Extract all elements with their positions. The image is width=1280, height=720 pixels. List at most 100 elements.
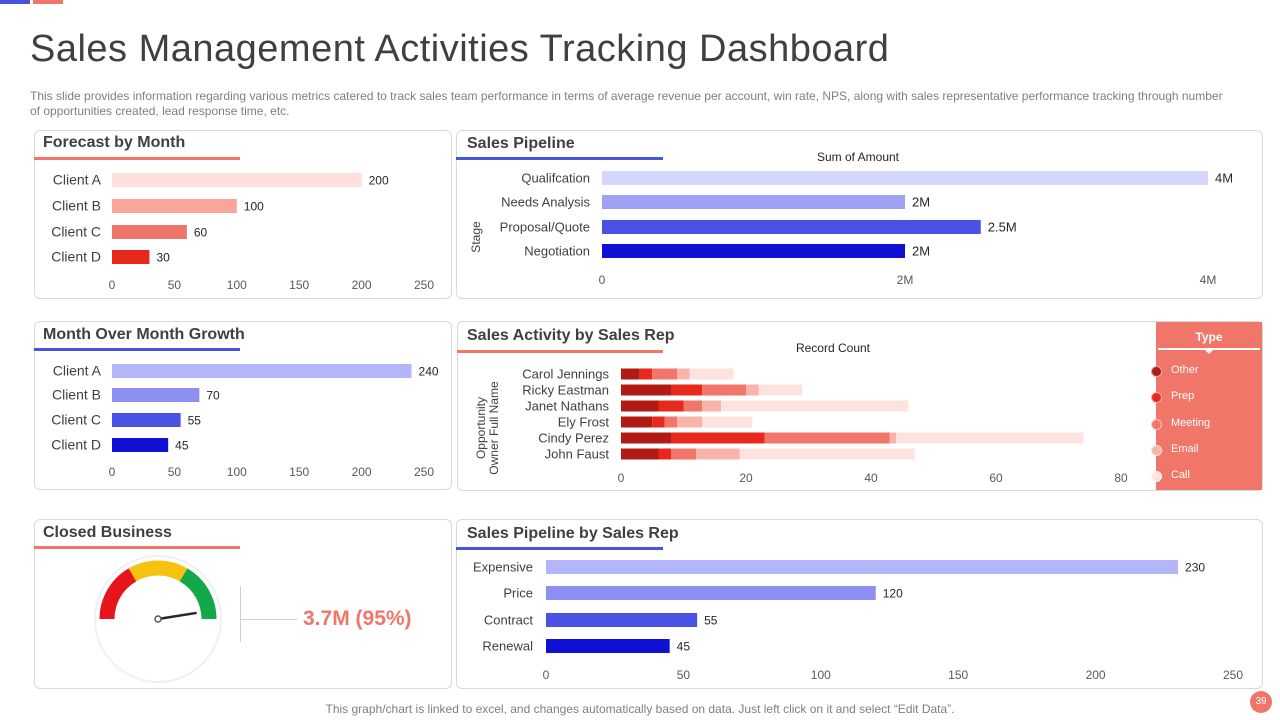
- activity-bar-segment-email: [677, 416, 703, 428]
- closed-business-title: Closed Business: [43, 524, 172, 541]
- gauge-segment: [179, 568, 217, 620]
- pipeline-chart: Qualifcation 4M Needs Analysis 2M Proposal/Q…: [469, 150, 1233, 287]
- forecast-category-label: Client D: [51, 249, 101, 265]
- pipeline-bar: [602, 220, 981, 234]
- pipeline-title: Sales Pipeline: [467, 135, 575, 152]
- activity-bar-segment-other: [621, 416, 653, 428]
- footer-note: This graph/chart is linked to excel, and…: [325, 702, 955, 716]
- mom-tick-label: 100: [227, 465, 247, 479]
- forecast-bar: [112, 173, 362, 187]
- forecast-value-label: 100: [244, 200, 264, 214]
- pipeline_rep-tick-label: 250: [1223, 668, 1243, 682]
- activity-bar-segment-meeting: [764, 432, 890, 444]
- forecast-category-label: Client B: [52, 198, 101, 214]
- activity-axis-title: OpportunityOwner Full Name: [474, 381, 501, 475]
- activity-bar-segment-prep: [658, 448, 671, 460]
- legend-dot-icon: [1151, 471, 1162, 482]
- mom-category-label: Client A: [53, 363, 102, 379]
- forecast-panel: [34, 130, 452, 299]
- pipeline-value-label: 2.5M: [988, 220, 1017, 235]
- mom-value-label: 70: [206, 389, 220, 403]
- mom-category-label: Client C: [51, 412, 101, 428]
- top-accent-red: [33, 0, 63, 4]
- mom-bar: [112, 413, 181, 427]
- pipeline-category-label: Qualifcation: [521, 171, 590, 186]
- activity-tick-label: 60: [989, 471, 1003, 485]
- forecast-chart: Client A 200 Client B 100 Client C 60 Client D…: [51, 172, 434, 293]
- activity-bar-segment-call: [721, 400, 909, 412]
- pipeline-tick-label: 2M: [897, 273, 914, 287]
- activity-bar-segment-other: [621, 448, 659, 460]
- forecast-bar: [112, 250, 150, 264]
- pipeline_rep-category-label: Expensive: [473, 560, 533, 575]
- activity-bar-segment-meeting: [683, 400, 703, 412]
- activity-tick-label: 40: [864, 471, 878, 485]
- pipeline_rep-bar: [546, 560, 1179, 574]
- activity-bar-segment-meeting: [664, 416, 678, 428]
- activity-bar-segment-call: [758, 384, 803, 396]
- pipeline-value-label: 2M: [912, 244, 930, 259]
- pipeline-axis-title: Stage: [469, 221, 483, 253]
- legend-dot-icon: [1151, 445, 1162, 456]
- legend-label: Call: [1171, 469, 1190, 481]
- activity-category-label: Ely Frost: [558, 415, 610, 430]
- activity-bar-segment-email: [702, 400, 721, 412]
- activity-legend: Type Other Prep Meeting Email Call: [1151, 322, 1262, 490]
- legend-label: Prep: [1171, 390, 1195, 402]
- mom-value-label: 55: [188, 414, 202, 428]
- activity-bar-segment-prep: [671, 384, 703, 396]
- page-title: Sales Management Activities Tracking Das…: [30, 28, 890, 70]
- pipeline-value-label: 2M: [912, 195, 930, 210]
- activity-bar-segment-other: [621, 400, 659, 412]
- forecast-bar: [112, 199, 237, 213]
- legend-dot-icon: [1151, 392, 1162, 403]
- forecast-tick-label: 200: [352, 278, 372, 292]
- activity-bar-segment-email: [677, 368, 690, 380]
- forecast-tick-label: 100: [227, 278, 247, 292]
- pipeline_rep-bar: [546, 586, 876, 600]
- closed-business-gauge: [94, 555, 222, 683]
- mom-bar: [112, 364, 412, 378]
- pipeline-bar: [602, 195, 905, 209]
- top-accent-blue: [0, 0, 30, 4]
- mom-tick-label: 200: [352, 465, 372, 479]
- forecast-tick-label: 50: [168, 278, 182, 292]
- pipeline_rep-value-label: 55: [704, 614, 718, 628]
- pipeline_rep-bar: [546, 639, 670, 653]
- activity-underline: [457, 350, 663, 353]
- forecast-value-label: 60: [194, 226, 208, 240]
- gauge-segment: [99, 568, 137, 620]
- pipeline-rep-chart: Expensive 230 Price 120 Contract 55 Renewal 45 0…: [473, 560, 1243, 683]
- activity-bar-segment-call: [702, 416, 753, 428]
- pipeline_rep-tick-label: 200: [1086, 668, 1106, 682]
- activity-chart-title: Record Count: [796, 341, 871, 355]
- activity-category-label: Ricky Eastman: [522, 383, 609, 398]
- activity-bar-segment-prep: [658, 400, 684, 412]
- activity-bar-segment-meeting: [652, 368, 678, 380]
- gauge-hub: [154, 615, 162, 623]
- pipeline_rep-tick-label: 100: [811, 668, 831, 682]
- mom-category-label: Client D: [51, 437, 101, 453]
- activity-bar-segment-other: [621, 432, 671, 444]
- pipeline_rep-category-label: Renewal: [482, 639, 533, 654]
- activity-bar-segment-email: [889, 432, 896, 444]
- forecast-title: Forecast by Month: [43, 134, 186, 151]
- activity-category-label: Janet Nathans: [525, 399, 609, 414]
- mom-tick-label: 250: [414, 465, 434, 479]
- pipeline_rep-value-label: 45: [677, 640, 691, 654]
- activity-category-label: Cindy Perez: [538, 431, 609, 446]
- activity-bar-segment-call: [739, 448, 915, 460]
- mom-value-label: 45: [175, 439, 189, 453]
- pipeline_rep-category-label: Contract: [484, 613, 534, 628]
- forecast-bar: [112, 225, 187, 239]
- pipeline_rep-bar: [546, 613, 698, 627]
- legend-label: Email: [1171, 443, 1199, 455]
- pipeline_rep-tick-label: 0: [543, 668, 550, 682]
- activity-bar-segment-prep: [639, 368, 653, 380]
- forecast-value-label: 200: [369, 174, 389, 188]
- forecast-value-label: 30: [156, 251, 170, 265]
- pipeline-category-label: Proposal/Quote: [500, 220, 590, 235]
- activity-category-label: Carol Jennings: [522, 367, 609, 382]
- mom-tick-label: 150: [289, 465, 309, 479]
